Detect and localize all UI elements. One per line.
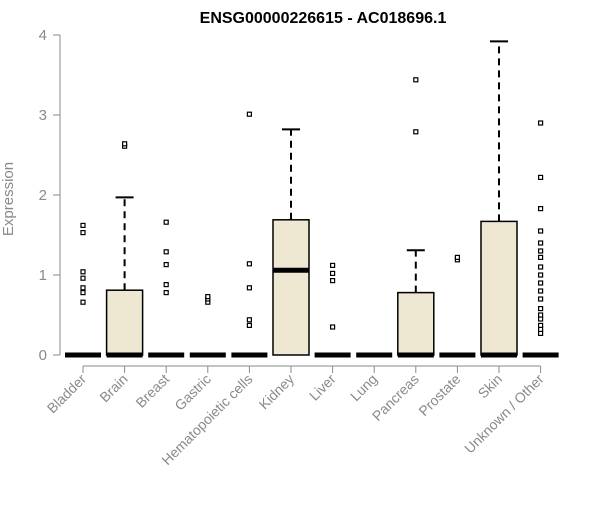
outlier-point	[163, 282, 169, 288]
outlier-point	[537, 240, 544, 246]
outlier-point	[537, 254, 544, 260]
outlier-point	[246, 261, 252, 267]
x-tick-label: Breast	[132, 371, 172, 411]
outlier-point	[413, 129, 419, 135]
y-tick-label: 4	[39, 27, 47, 44]
chart-title: ENSG00000226615 - AC018696.1	[200, 10, 447, 27]
y-tick-label: 3	[39, 107, 47, 124]
x-tick-label: Bladder	[44, 371, 90, 417]
outlier-point	[246, 285, 252, 291]
outlier-point	[537, 326, 544, 332]
outlier-point	[330, 324, 336, 330]
outlier-point	[80, 230, 86, 236]
outlier-point	[537, 288, 544, 294]
outlier-point	[537, 296, 544, 302]
box	[397, 291, 435, 356]
box	[480, 220, 518, 356]
outlier-point	[537, 312, 544, 318]
outlier-point	[413, 77, 419, 83]
outlier-point	[80, 275, 86, 281]
outlier-point	[163, 290, 169, 296]
outlier-point	[537, 248, 544, 254]
outlier-point	[537, 272, 544, 278]
outlier-point	[163, 249, 169, 255]
outlier-point	[537, 120, 544, 126]
box	[272, 219, 310, 356]
outlier-point	[454, 254, 460, 260]
x-tick-label: Prostate	[415, 371, 463, 419]
outlier-point	[163, 262, 169, 268]
outlier-point	[205, 294, 211, 300]
x-tick-label: Lung	[347, 371, 380, 404]
x-tick-label: Brain	[96, 371, 130, 405]
outlier-point	[537, 206, 544, 212]
outlier-point	[80, 222, 86, 228]
x-tick-label: Kidney	[256, 371, 298, 413]
box	[105, 289, 144, 356]
outlier-point	[80, 290, 86, 296]
x-tick-label: Unknown / Other	[461, 371, 547, 457]
outlier-point	[330, 270, 336, 276]
x-tick-label: Skin	[475, 371, 506, 402]
outlier-point	[537, 264, 544, 270]
outlier-point	[246, 322, 252, 328]
x-tick-label: Liver	[306, 371, 339, 404]
outlier-point	[80, 285, 86, 291]
outlier-point	[330, 262, 336, 268]
outlier-point	[537, 316, 544, 322]
outlier-point	[163, 219, 169, 225]
outlier-point	[246, 317, 252, 323]
outlier-point	[537, 330, 544, 336]
outlier-point	[537, 280, 544, 286]
y-axis-label: Expression	[0, 162, 17, 236]
outlier-point	[121, 141, 128, 147]
y-tick-label: 0	[39, 347, 47, 364]
y-tick-label: 2	[39, 187, 47, 204]
outlier-point	[80, 269, 86, 275]
outlier-point	[330, 278, 336, 284]
y-tick-label: 1	[39, 267, 47, 284]
outlier-point	[537, 174, 544, 180]
outlier-point	[246, 111, 252, 117]
outlier-point	[537, 228, 544, 234]
outlier-point	[80, 299, 86, 305]
outlier-point	[537, 322, 544, 328]
outlier-point	[537, 306, 544, 312]
